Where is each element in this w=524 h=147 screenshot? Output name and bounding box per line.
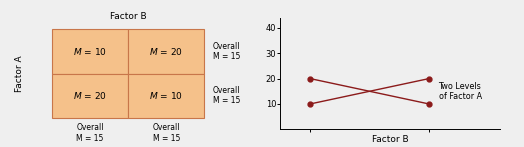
Text: Factor B: Factor B (110, 12, 146, 21)
Text: $\mathit{M}$ = 10: $\mathit{M}$ = 10 (149, 90, 183, 101)
Text: Overall
M = 15: Overall M = 15 (152, 123, 180, 143)
Text: $\mathit{M}$ = 20: $\mathit{M}$ = 20 (149, 46, 183, 57)
Text: Overall
M = 15: Overall M = 15 (76, 123, 104, 143)
Text: Two Levels
of Factor A: Two Levels of Factor A (439, 82, 482, 101)
Text: $\mathit{M}$ = 20: $\mathit{M}$ = 20 (73, 90, 107, 101)
Bar (52, 29, 128, 74)
Text: Factor A: Factor A (15, 55, 24, 92)
Text: Overall
M = 15: Overall M = 15 (213, 86, 240, 105)
Bar (128, 74, 204, 118)
Bar (128, 29, 204, 74)
Text: $\mathit{M}$ = 10: $\mathit{M}$ = 10 (73, 46, 107, 57)
Text: Overall
M = 15: Overall M = 15 (213, 42, 240, 61)
Bar (52, 74, 128, 118)
X-axis label: Factor B: Factor B (372, 135, 409, 144)
